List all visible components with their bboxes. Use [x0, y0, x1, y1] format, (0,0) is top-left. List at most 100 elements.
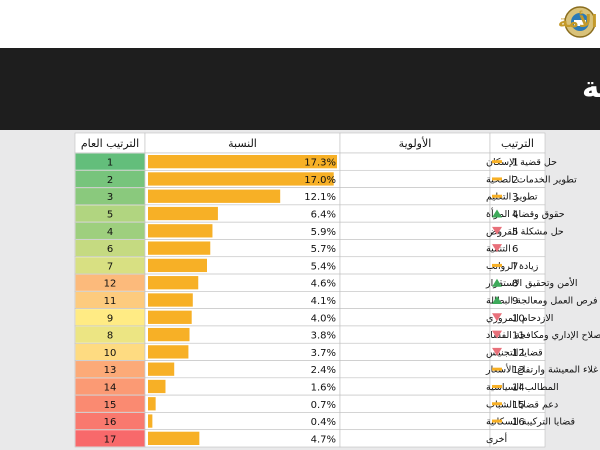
table: الترتيب العام النسبة الأولوية الترتيب 1 17.3%…	[74, 132, 600, 448]
share-label: 4.7%	[311, 434, 336, 445]
share-bar	[148, 224, 213, 238]
share-label: 0.4%	[311, 417, 336, 428]
column-header: الترتيب العام	[81, 137, 139, 150]
overall-rank: 12	[104, 279, 117, 290]
cell	[339, 187, 491, 206]
overall-rank: 3	[107, 192, 113, 203]
overall-rank-cell	[75, 170, 145, 188]
share-bar	[148, 206, 218, 221]
overall-rank: 2	[107, 175, 113, 186]
share-label: 5.4%	[311, 261, 336, 272]
column-header: النسبة	[228, 137, 257, 150]
trend-up	[492, 209, 502, 218]
share-bar	[148, 414, 153, 428]
share-label: 5.9%	[311, 227, 336, 238]
share-label: 12.1%	[304, 192, 336, 203]
cell	[489, 429, 546, 448]
overall-rank-cell	[75, 395, 145, 412]
share-bar	[148, 241, 211, 255]
priority: الأمن وتحقيق الاستقرار	[485, 277, 578, 289]
overall-rank: 13	[104, 365, 117, 376]
trend-flat	[492, 367, 502, 371]
priority: أخرى	[486, 432, 508, 445]
cell	[339, 308, 491, 327]
trend-flat	[492, 177, 502, 181]
trend-down	[492, 226, 502, 235]
trend-flat	[492, 263, 502, 267]
priority: حل قضية الإسكان	[486, 157, 557, 168]
overall-rank-cell	[75, 326, 145, 343]
rank: 10	[512, 313, 525, 324]
cell	[339, 360, 491, 379]
share-bar	[148, 397, 156, 411]
overall-rank: 17	[104, 434, 117, 445]
rank: 12	[512, 348, 525, 359]
share-label: 17.3%	[304, 158, 336, 169]
trend-flat	[492, 419, 502, 423]
priority: تطوير الخدمات الصحية	[486, 174, 577, 185]
priority: غلاء المعيشة وارتفاع الأسعار	[485, 364, 598, 376]
rank: 1	[512, 158, 518, 169]
rank: 3	[512, 192, 518, 203]
top-bar	[0, 0, 600, 48]
cell	[339, 169, 491, 188]
overall-rank-cell	[75, 378, 145, 395]
rank: 11	[512, 331, 525, 342]
overall-rank: 14	[104, 382, 117, 393]
overall-rank-cell	[75, 239, 145, 257]
overall-rank-cell	[75, 205, 145, 222]
overall-rank: 10	[104, 348, 117, 359]
title-band	[0, 48, 600, 130]
column-header: الأولوية	[399, 136, 432, 150]
rank: 7	[512, 261, 518, 272]
share-bar	[148, 293, 193, 307]
trend-down	[492, 347, 502, 356]
share-label: 1.6%	[311, 382, 336, 393]
share-bar	[148, 327, 190, 342]
share-label: 6.4%	[311, 210, 336, 221]
cell	[339, 256, 491, 275]
share-label: 0.7%	[311, 400, 336, 411]
priority: الاصلاح الإداري ومكافحة الفساد	[486, 330, 600, 341]
rank: 4	[512, 210, 518, 221]
trend-up	[492, 296, 502, 304]
overall-rank: 11	[104, 296, 117, 307]
rank: 5	[512, 227, 518, 238]
rank: 2	[512, 175, 518, 186]
priority: توفير فرص العمل ومعالجة البطالة	[486, 296, 600, 307]
cell	[339, 342, 491, 361]
trend-flat	[492, 384, 502, 388]
trend-down	[492, 330, 502, 339]
overall-rank: 1	[107, 158, 113, 169]
cell	[339, 291, 491, 309]
share-label: 5.7%	[311, 244, 336, 255]
cell	[339, 204, 491, 223]
cell	[339, 239, 491, 258]
overall-rank: 8	[107, 331, 113, 342]
share-bar	[148, 379, 166, 394]
rank: 9	[512, 296, 518, 307]
overall-rank-cell	[75, 343, 145, 361]
priority: المطالب السياسية	[486, 382, 559, 393]
overall-rank-cell	[75, 274, 145, 291]
rank: 13	[512, 365, 525, 376]
priority: الازدحام المروري	[486, 313, 553, 324]
priority: زيادة الرواتب	[486, 261, 539, 272]
title: الأولويات حسب العمر :: الفئة :: من ٥٠ -٥…	[582, 69, 600, 104]
overall-rank: 15	[104, 400, 117, 411]
share-bar	[148, 310, 192, 324]
share-bar	[148, 189, 281, 203]
priority: قضايا التركيبة السكانية	[486, 417, 575, 428]
trend-flat	[492, 402, 502, 406]
share-bar	[148, 431, 200, 445]
share-bar	[148, 258, 207, 273]
trend-down	[492, 244, 502, 253]
overall-rank: 7	[107, 261, 113, 272]
overall-rank-cell	[75, 188, 145, 205]
overall-rank: 6	[107, 244, 113, 255]
priority: حل مشكلة القروض	[486, 226, 564, 237]
overall-rank-cell	[75, 430, 145, 447]
cell	[339, 394, 491, 413]
trend-down	[492, 313, 502, 322]
